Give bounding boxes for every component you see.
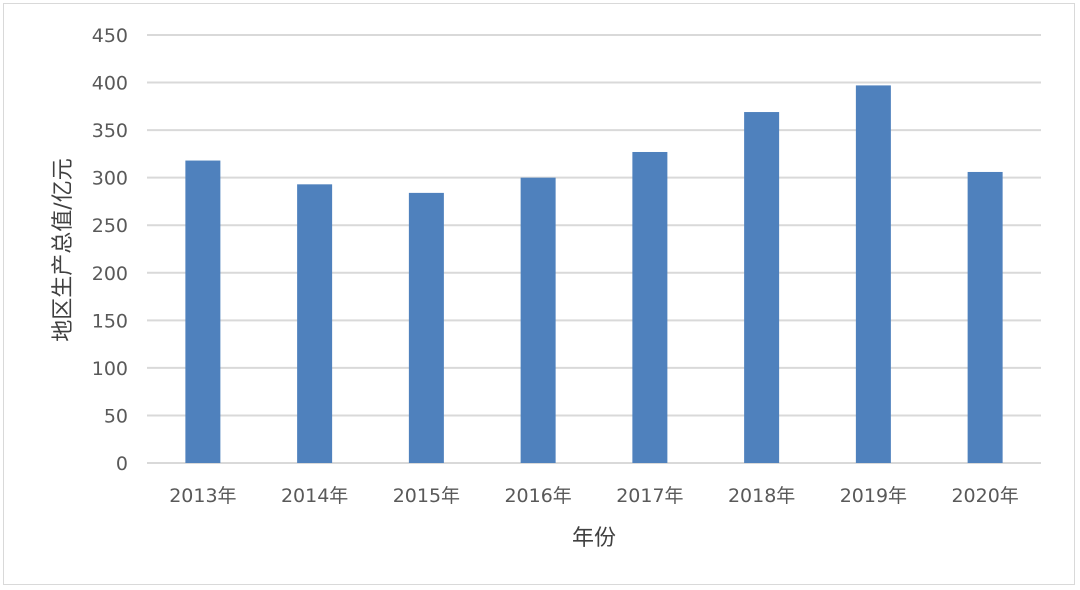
bar-2015年 bbox=[408, 192, 444, 463]
y-tick-label: 300 bbox=[92, 168, 128, 190]
x-tick-label: 2019年 bbox=[840, 485, 907, 507]
bar-2020年 bbox=[967, 171, 1003, 463]
y-tick-label: 50 bbox=[104, 405, 128, 427]
y-tick-label: 100 bbox=[92, 358, 128, 380]
x-tick-label: 2013年 bbox=[169, 485, 236, 507]
bar-2019年 bbox=[855, 85, 891, 464]
bar-2018年 bbox=[744, 112, 780, 463]
y-axis-title: 地区生产总值/亿元 bbox=[51, 158, 76, 341]
y-tick-label: 150 bbox=[92, 310, 128, 332]
bar-2013年 bbox=[185, 160, 221, 463]
x-tick-label: 2015年 bbox=[393, 485, 460, 507]
chart-frame bbox=[3, 3, 1075, 585]
bar-2014年 bbox=[297, 184, 333, 463]
x-tick-label: 2020年 bbox=[951, 485, 1018, 507]
y-tick-label: 200 bbox=[92, 263, 128, 285]
x-tick-label: 2014年 bbox=[281, 485, 348, 507]
y-tick-label: 250 bbox=[92, 215, 128, 237]
bar-2017年 bbox=[632, 151, 668, 463]
y-tick-label: 450 bbox=[92, 25, 128, 47]
x-tick-label: 2017年 bbox=[616, 485, 683, 507]
bar-2016年 bbox=[520, 177, 556, 463]
y-tick-label: 350 bbox=[92, 120, 128, 142]
y-tick-label: 0 bbox=[116, 453, 128, 475]
x-tick-label: 2018年 bbox=[728, 485, 795, 507]
x-axis-title: 年份 bbox=[572, 526, 616, 551]
x-tick-label: 2016年 bbox=[504, 485, 571, 507]
y-tick-label: 400 bbox=[92, 73, 128, 95]
